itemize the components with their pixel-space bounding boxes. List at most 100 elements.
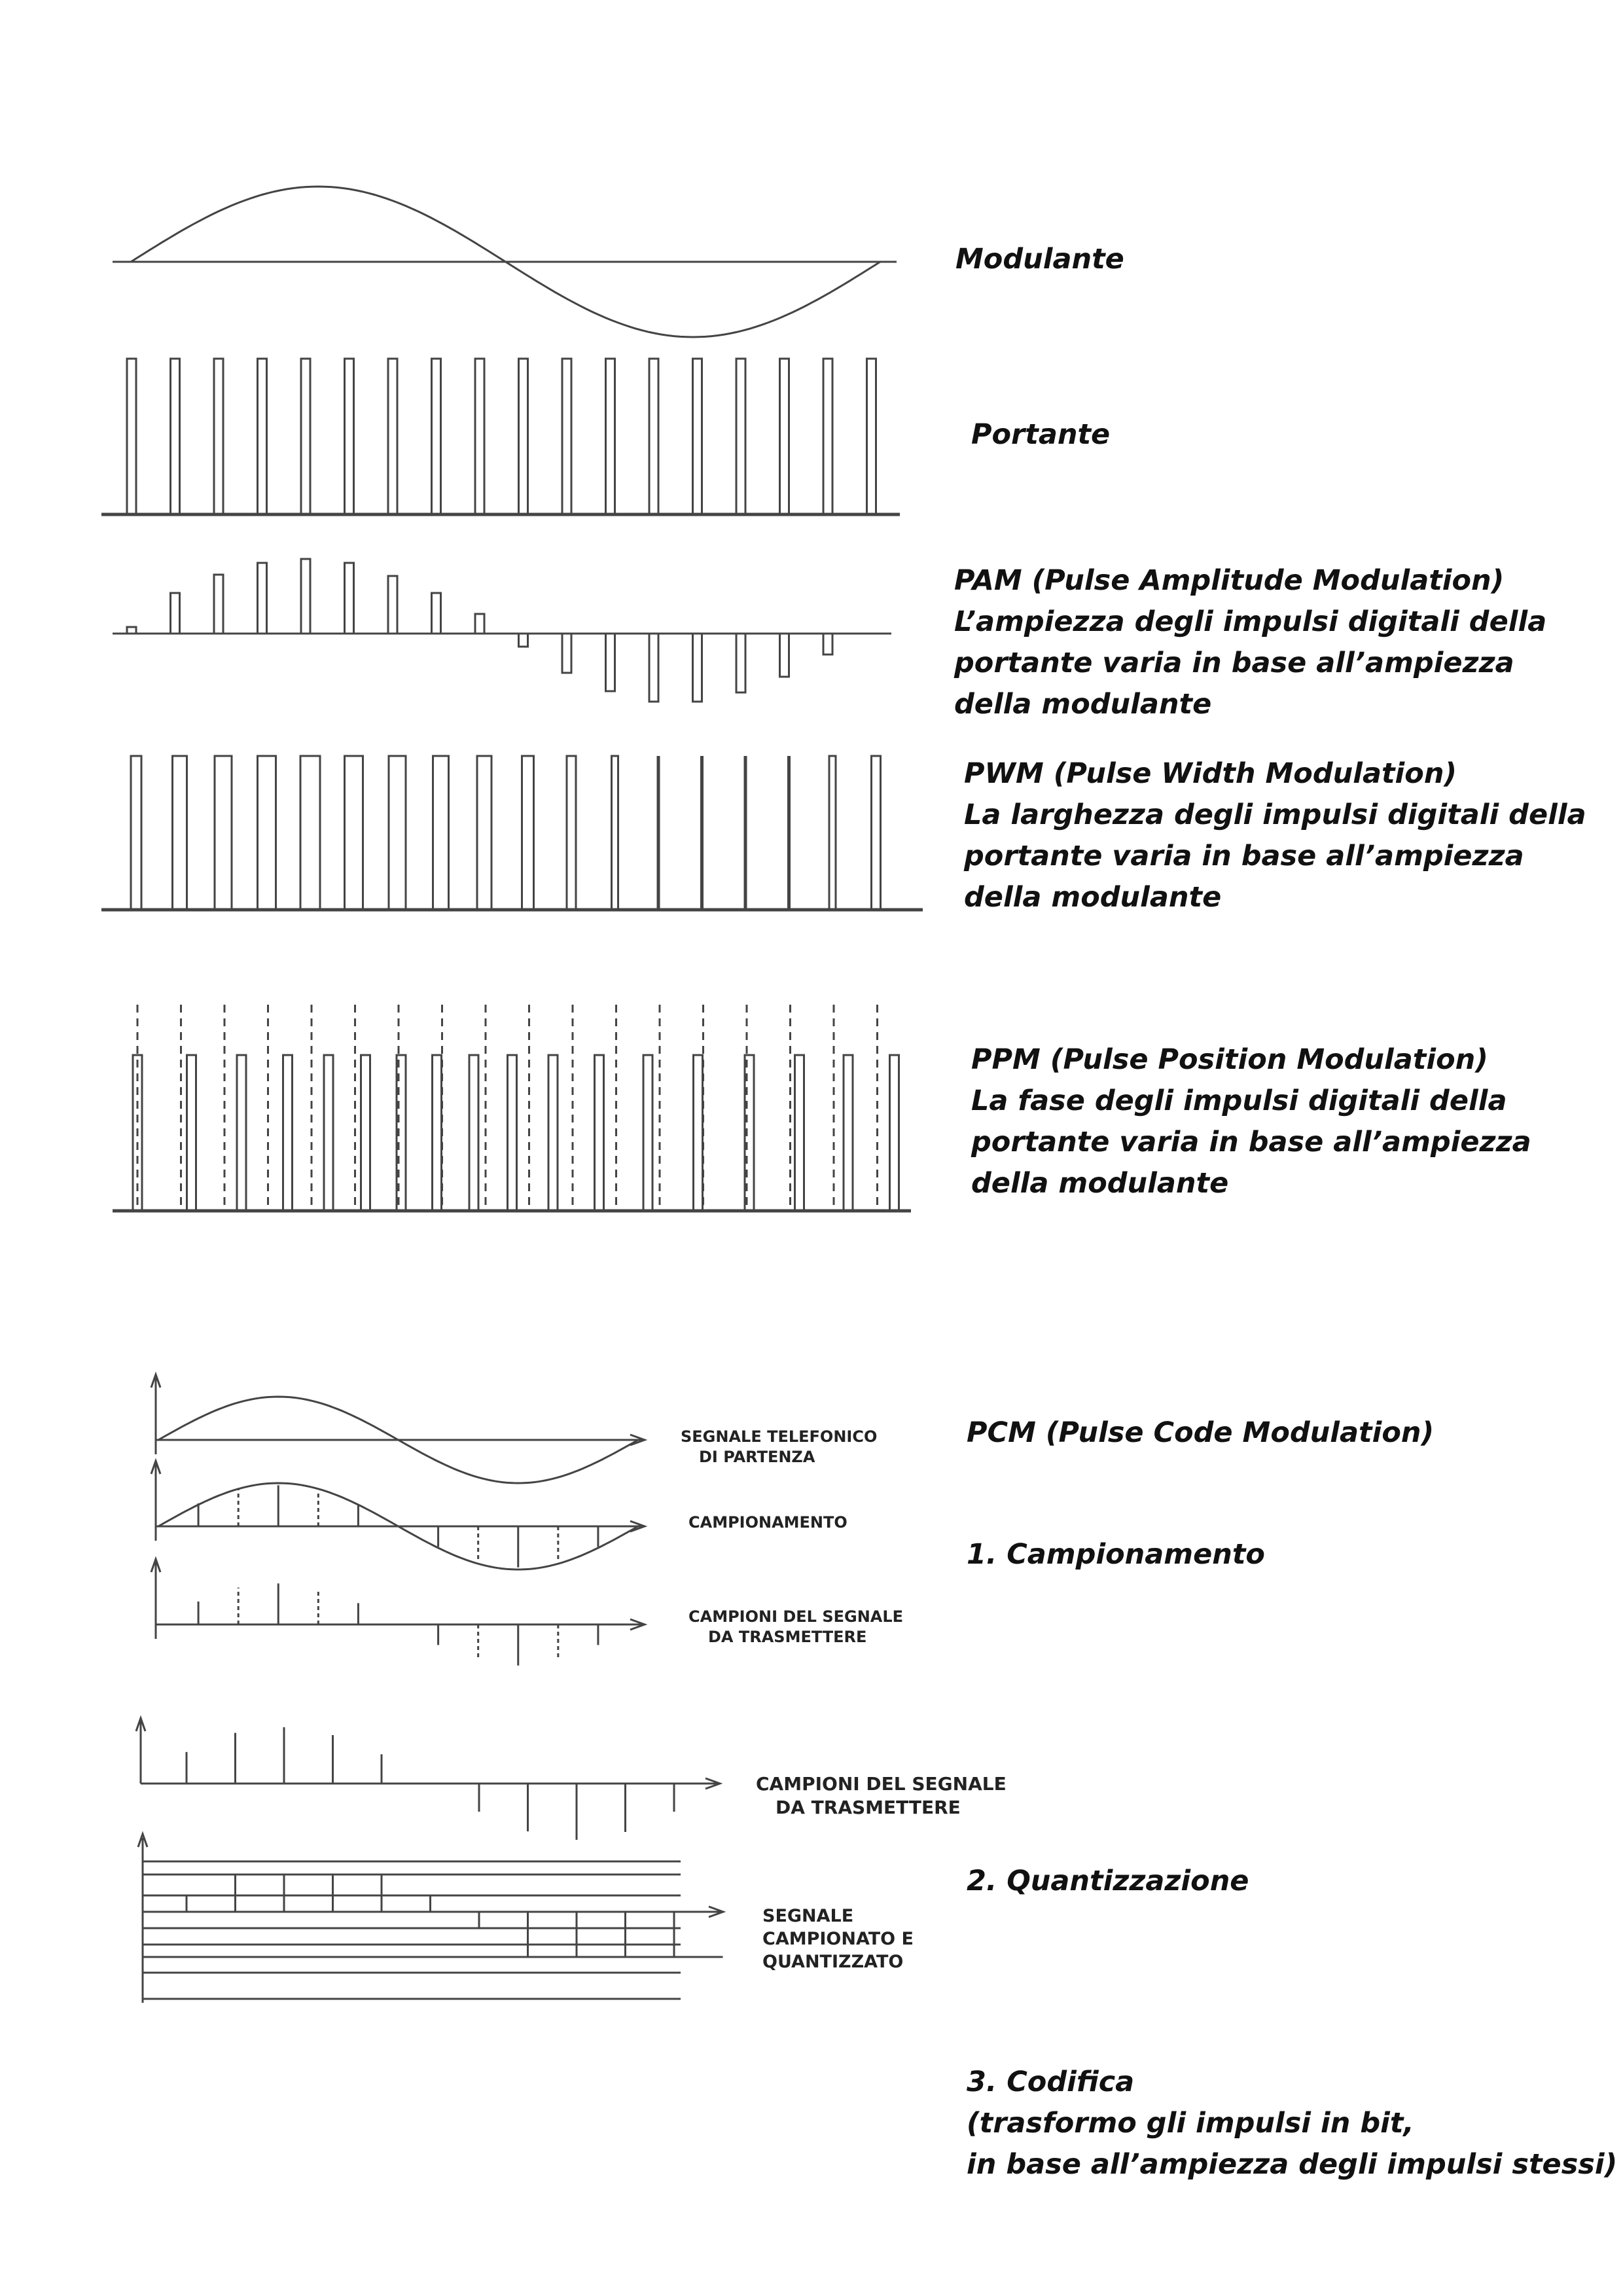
ppm-pulse (594, 1054, 605, 1212)
pwm-pulse (130, 755, 143, 911)
ppm-pulse (889, 1054, 900, 1212)
pwm-pulse (828, 755, 837, 911)
portante-pulse (431, 357, 442, 516)
pam-pulse (126, 626, 137, 635)
label-campioni-segnale-2: CAMPIONI DEL SEGNALE DA TRASMETTERE (756, 1773, 1012, 1818)
ppm-pulse (395, 1054, 407, 1212)
pam-pulse (431, 592, 442, 635)
pwm-pulse (870, 755, 882, 911)
pwm-pulse (171, 755, 188, 911)
pam-pulse (169, 592, 181, 635)
caption-portante: Portante (971, 418, 1111, 451)
modulante-waveform (113, 185, 897, 338)
ppm-pulse (431, 1054, 442, 1212)
ppm-pulse (547, 1054, 559, 1212)
ppm-pulse (507, 1054, 518, 1212)
portante-pulse (126, 357, 137, 516)
portante-pulse (387, 357, 399, 516)
portante-pulse (605, 357, 616, 516)
ppm-pulse (323, 1054, 334, 1212)
caption-ppm: PPM (Pulse Position Modulation) La fase … (971, 1043, 1531, 1200)
caption-step-quantizzazione: 2. Quantizzazione (967, 1865, 1249, 1897)
label-campioni-segnale-1: CAMPIONI DEL SEGNALE DA TRASMETTERE (688, 1607, 908, 1646)
pwm-waveform (101, 755, 923, 912)
ppm-waveform (113, 1005, 911, 1213)
pcm-samples-large-plot (135, 1715, 723, 1840)
ppm-pulse (186, 1054, 197, 1212)
caption-pcm: PCM (Pulse Code Modulation) (967, 1416, 1435, 1449)
ppm-pulse (360, 1054, 371, 1212)
pwm-pulse (387, 755, 407, 911)
pwm-pulse (344, 755, 364, 911)
ppm-pulse (282, 1054, 293, 1212)
pcm-quant-staircase (187, 1873, 723, 1958)
pcm-y-axis-arrow (150, 1371, 162, 1388)
pwm-pulse (299, 755, 321, 911)
pcm-quant-x-axis-arrow (708, 1905, 726, 1918)
pcm-large-x-axis-arrow (705, 1777, 723, 1790)
pwm-pulse (521, 755, 535, 911)
caption-step-codifica: 3. Codifica (trasformo gli impulsi in bi… (967, 2066, 1618, 2181)
portante-pulse (169, 357, 181, 516)
caption-modulante: Modulante (955, 243, 1124, 276)
pam-waveform (113, 558, 891, 703)
pwm-pulse (257, 755, 277, 911)
pam-pulse (692, 632, 703, 703)
portante-pulse (518, 357, 529, 516)
portante-pulse (561, 357, 573, 516)
pam-pulse (605, 632, 616, 692)
pam-pulse (561, 632, 573, 674)
pam-pulse (822, 632, 834, 656)
ppm-pulse (468, 1054, 480, 1212)
pcm-large-y-axis-arrow (135, 1715, 147, 1732)
pam-pulse (518, 632, 529, 648)
caption-pwm: PWM (Pulse Width Modulation) La larghezz… (964, 757, 1586, 914)
pam-pulse (344, 562, 355, 635)
ppm-pulse (692, 1054, 704, 1212)
ppm-pulse (842, 1054, 854, 1212)
portante-pulse (735, 357, 747, 516)
pcm-x-axis-arrow (630, 1520, 648, 1533)
pcm-signal-plot (150, 1371, 648, 1484)
pam-pulse (648, 632, 660, 703)
pam-pulse (387, 575, 399, 635)
portante-pulse (300, 357, 312, 516)
pcm-x-axis-arrow (630, 1618, 648, 1631)
ppm-pulse (642, 1054, 654, 1212)
pam-pulse (735, 632, 747, 694)
pcm-y-axis-arrow (150, 1458, 162, 1475)
pcm-quant-y-axis-arrow (137, 1831, 149, 1848)
portante-pulse (648, 357, 660, 516)
pcm-samples-plot (150, 1556, 648, 1666)
pcm-sampling-plot (150, 1458, 648, 1571)
caption-pam: PAM (Pulse Amplitude Modulation) L’ampie… (954, 564, 1547, 721)
pwm-pulse (611, 755, 619, 911)
pcm-quantized-plot (137, 1831, 726, 2003)
ppm-pulse (794, 1054, 805, 1212)
ppm-pulse (236, 1054, 247, 1212)
pcm-x-axis-arrow (630, 1433, 648, 1446)
pam-pulse (257, 562, 268, 635)
pcm-sine (158, 1395, 639, 1484)
pwm-pulse (213, 755, 233, 911)
label-segnale-quantizzato: SEGNALE CAMPIONATO E QUANTIZZATO (762, 1906, 919, 1972)
pwm-pulse (432, 755, 450, 911)
pwm-pulse (565, 755, 577, 911)
label-segnale-telefonico: SEGNALE TELEFONICO DI PARTENZA (681, 1427, 883, 1466)
portante-pulse-train (101, 357, 900, 516)
portante-pulse (822, 357, 834, 516)
portante-pulse (692, 357, 703, 516)
modulante-sine (130, 185, 881, 338)
portante-pulse (257, 357, 268, 516)
portante-pulse (474, 357, 486, 516)
caption-step-campionamento: 1. Campionamento (967, 1538, 1265, 1571)
pwm-pulse (476, 755, 493, 911)
portante-pulse (779, 357, 790, 516)
label-campionamento: CAMPIONAMENTO (688, 1513, 847, 1532)
pam-pulse (300, 558, 312, 635)
pam-pulse (474, 613, 486, 635)
pam-pulse (779, 632, 790, 678)
ppm-pulse (743, 1054, 755, 1212)
pcm-sine (158, 1482, 639, 1571)
